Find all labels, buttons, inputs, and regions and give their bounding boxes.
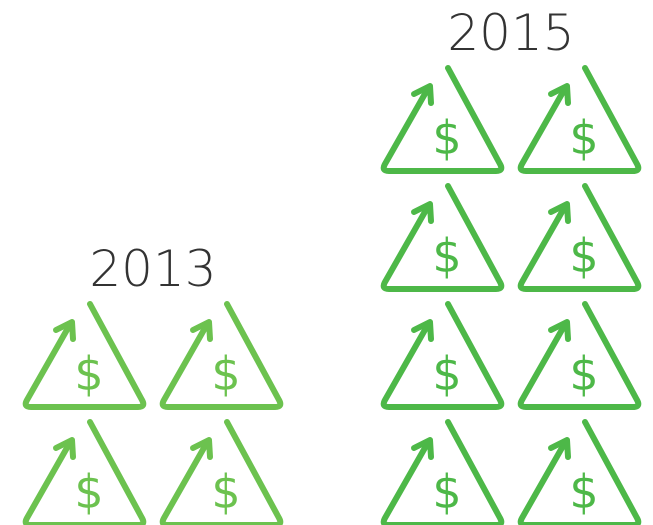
icon-triangle [380,65,505,174]
money-icon: $ [517,419,642,525]
money-icon: $ [380,419,505,525]
dollar-sign: $ [569,465,598,519]
money-icon: $ [517,183,642,292]
money-icon: $ [380,65,505,174]
dollar-sign: $ [569,347,598,401]
icon-triangle [380,301,505,410]
icon-arrowhead [548,201,571,224]
icon-arrowhead [411,83,434,106]
dollar-sign: $ [432,465,461,519]
icon-triangle [517,65,642,174]
money-icon: $ [380,301,505,410]
icon-triangle [22,301,147,410]
money-icon: $ [380,183,505,292]
icon-arrowhead [53,319,76,342]
icon-triangle [22,419,147,525]
dollar-sign: $ [211,347,240,401]
dollar-sign: $ [432,229,461,283]
icon-triangle [517,183,642,292]
dollar-sign: $ [432,347,461,401]
icon-triangle [517,419,642,525]
icon-arrowhead [190,437,213,460]
money-icon: $ [517,301,642,410]
dollar-sign: $ [74,347,103,401]
money-icon: $ [159,419,284,525]
dollar-sign: $ [569,111,598,165]
year-label: 2015 [447,4,574,62]
icon-triangle [380,419,505,525]
icon-arrowhead [411,437,434,460]
icon-triangle [159,419,284,525]
dollar-sign: $ [569,229,598,283]
dollar-sign: $ [432,111,461,165]
dollar-sign: $ [74,465,103,519]
dollar-sign: $ [211,465,240,519]
money-icon: $ [22,301,147,410]
icon-triangle [517,301,642,410]
icon-arrowhead [190,319,213,342]
money-icon: $ [22,419,147,525]
icon-arrowhead [548,83,571,106]
icon-arrowhead [548,319,571,342]
money-icon: $ [159,301,284,410]
icon-arrowhead [411,201,434,224]
icon-triangle [159,301,284,410]
icon-arrowhead [53,437,76,460]
year-label: 2013 [89,240,216,298]
money-icon: $ [517,65,642,174]
icon-arrowhead [411,319,434,342]
icon-triangle [380,183,505,292]
icon-arrowhead [548,437,571,460]
